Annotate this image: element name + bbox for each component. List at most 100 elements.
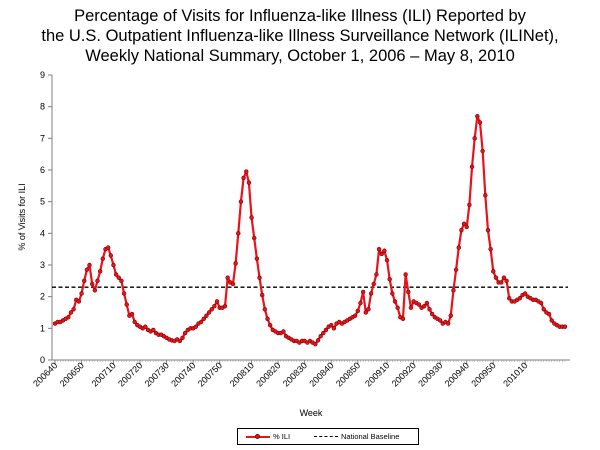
chart-title: Percentage of Visits for Influenza-like … bbox=[0, 6, 600, 66]
ili-data-point bbox=[143, 324, 148, 329]
ili-data-point bbox=[382, 248, 387, 253]
ili-data-point bbox=[464, 224, 469, 230]
ili-data-point bbox=[254, 256, 260, 261]
ili-data-point bbox=[252, 235, 257, 241]
x-tick-label: 200720 bbox=[116, 360, 144, 388]
ili-data-point bbox=[238, 199, 244, 204]
ili-data-point bbox=[281, 329, 286, 334]
ili-data-point bbox=[111, 262, 116, 268]
ili-data-point bbox=[406, 289, 411, 295]
ili-data-point bbox=[182, 330, 188, 336]
ili-data-point bbox=[363, 310, 368, 315]
ili-data-point bbox=[485, 227, 491, 233]
ili-data-point bbox=[100, 256, 106, 261]
ili-data-point bbox=[315, 338, 321, 343]
ili-data-point bbox=[89, 281, 95, 287]
x-tick-label: 200810 bbox=[228, 360, 256, 388]
x-tick-label: 200640 bbox=[31, 360, 59, 388]
ili-data-point bbox=[233, 261, 238, 266]
chart-title-line-3: Weekly National Summary, October 1, 2006… bbox=[85, 47, 515, 65]
ili-data-point bbox=[427, 307, 432, 312]
ili-data-point bbox=[379, 251, 384, 257]
ili-data-point bbox=[108, 253, 113, 258]
x-tick-label: 200820 bbox=[254, 360, 282, 388]
ili-data-point bbox=[403, 272, 408, 277]
ili-data-point bbox=[313, 341, 318, 347]
y-axis-label: % of Visits for ILI bbox=[17, 183, 27, 250]
x-tick-label: 200740 bbox=[169, 360, 197, 388]
ili-data-point bbox=[360, 289, 366, 295]
ili-data-point bbox=[352, 313, 358, 318]
ili-data-point bbox=[445, 321, 451, 326]
y-tick-label: 6 bbox=[40, 165, 45, 175]
ili-data-point bbox=[488, 246, 493, 252]
ili-line-swatch-icon bbox=[246, 432, 270, 441]
ili-series-layer bbox=[52, 113, 568, 347]
ili-data-point bbox=[225, 275, 230, 280]
ili-data-point bbox=[504, 278, 509, 284]
ili-data-point bbox=[105, 245, 111, 250]
ili-data-point bbox=[390, 291, 395, 296]
x-tick-label: 200650 bbox=[58, 360, 86, 388]
ili-data-point bbox=[214, 299, 220, 304]
ili-data-point bbox=[97, 269, 103, 274]
ili-data-point bbox=[448, 313, 453, 318]
x-tick-label: 200710 bbox=[90, 360, 118, 388]
ili-data-point bbox=[499, 280, 504, 285]
ili-data-point bbox=[329, 322, 334, 328]
ili-data-point bbox=[480, 148, 485, 154]
ili-data-point bbox=[400, 316, 406, 322]
ili-data-point bbox=[424, 300, 430, 306]
ili-data-point bbox=[395, 305, 400, 310]
ili-data-point bbox=[321, 330, 326, 336]
ili-data-point bbox=[461, 221, 467, 227]
ili-data-point bbox=[68, 310, 74, 315]
ili-data-point bbox=[209, 307, 214, 312]
ili-data-point bbox=[92, 288, 98, 293]
ili-data-point bbox=[408, 305, 414, 310]
ili-data-point bbox=[355, 308, 361, 314]
x-tick-label: 200940 bbox=[443, 360, 471, 388]
ili-data-point bbox=[66, 315, 71, 320]
x-tick-label: 200750 bbox=[196, 360, 224, 388]
ili-data-point bbox=[198, 319, 204, 325]
y-tick-label: 0 bbox=[40, 355, 45, 365]
chart-title-line-2: the U.S. Outpatient Influenza-like Illne… bbox=[41, 27, 559, 45]
ili-data-point bbox=[71, 307, 76, 312]
x-tick-label: 200830 bbox=[281, 360, 309, 388]
ili-data-point bbox=[151, 327, 156, 333]
ili-data-point bbox=[132, 319, 137, 325]
ili-data-point bbox=[429, 311, 435, 317]
ili-data-point bbox=[201, 316, 206, 322]
ili-data-point bbox=[483, 193, 488, 198]
y-tick-label: 5 bbox=[40, 197, 45, 207]
ili-data-point bbox=[453, 267, 459, 272]
x-tick-label: 200910 bbox=[363, 360, 391, 388]
ili-data-point bbox=[87, 262, 92, 268]
ili-data-point bbox=[472, 136, 477, 141]
ili-data-point bbox=[121, 291, 127, 296]
ili-data-point bbox=[456, 245, 461, 250]
ili-data-point bbox=[422, 303, 427, 309]
ili-data-point bbox=[376, 246, 382, 252]
ili-data-point bbox=[493, 275, 499, 280]
ili-data-point bbox=[257, 275, 262, 280]
ili-data-point bbox=[177, 338, 183, 344]
ili-data-point bbox=[113, 272, 119, 277]
ili-data-point bbox=[259, 292, 265, 298]
ili-data-point bbox=[76, 299, 82, 304]
ili-data-point bbox=[469, 164, 475, 170]
ili-data-point bbox=[541, 307, 546, 312]
ili-data-point bbox=[477, 120, 483, 125]
ili-data-point bbox=[358, 300, 363, 306]
chart-title-line-1: Percentage of Visits for Influenza-like … bbox=[74, 7, 526, 25]
ili-data-point bbox=[193, 324, 198, 329]
x-tick-label: 200840 bbox=[307, 360, 335, 388]
ili-data-point bbox=[562, 324, 568, 329]
ili-data-point bbox=[491, 269, 496, 274]
ili-data-point bbox=[437, 318, 443, 323]
ili-data-point bbox=[230, 281, 236, 287]
legend-label-baseline: National Baseline bbox=[341, 432, 400, 441]
ili-data-point bbox=[318, 334, 323, 339]
ili-data-point bbox=[538, 300, 544, 306]
